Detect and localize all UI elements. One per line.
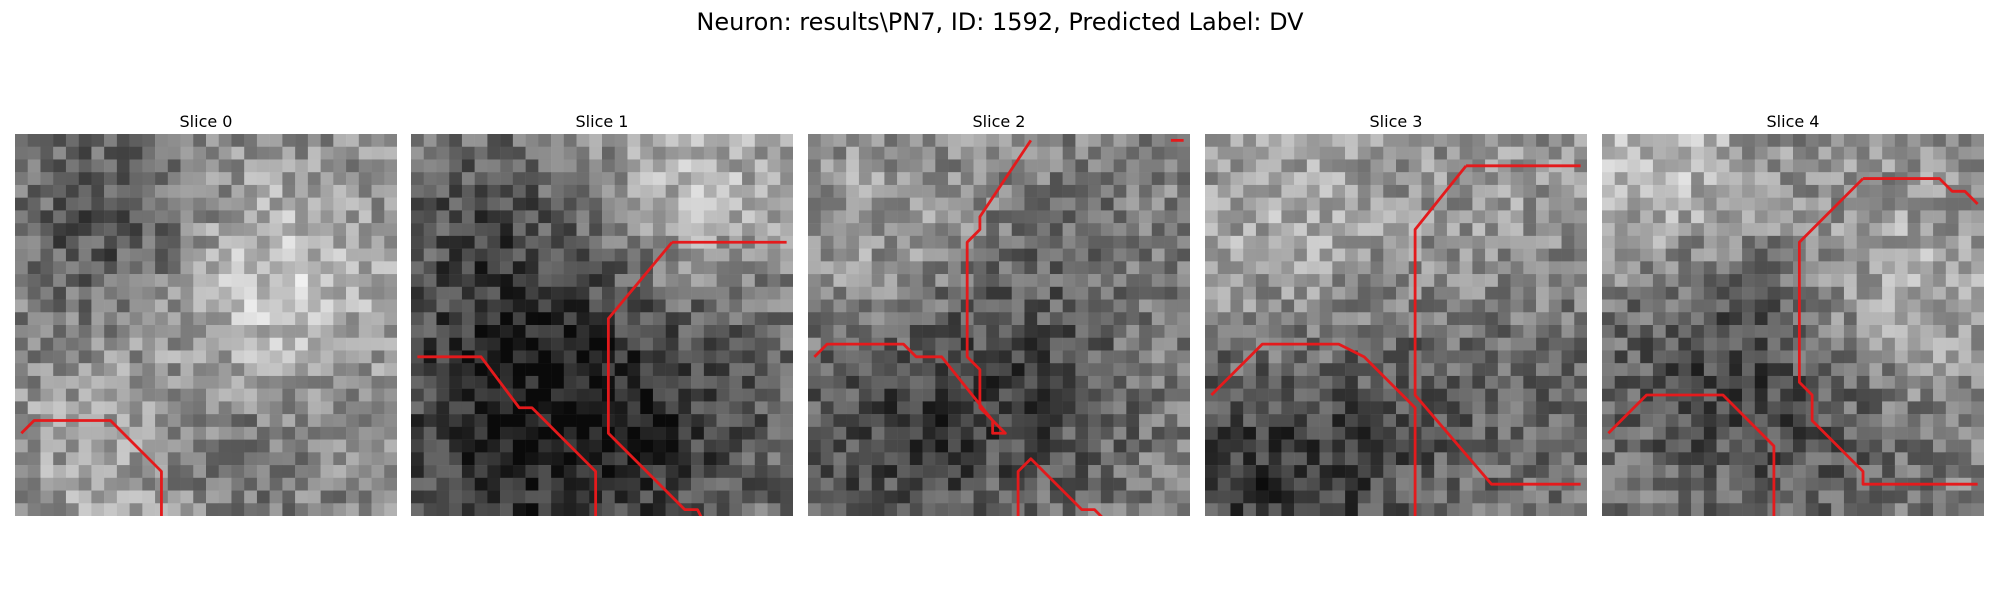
segmentation-contour [1016, 457, 1103, 516]
microscopy-image [15, 134, 397, 516]
segmentation-contour [1210, 342, 1417, 516]
slice-title: Slice 1 [575, 112, 629, 131]
microscopy-image [1205, 134, 1587, 516]
slice-image-4 [1602, 134, 1984, 516]
slice-image-0 [15, 134, 397, 516]
slice-title: Slice 4 [1766, 112, 1820, 131]
segmentation-contour [20, 419, 163, 516]
pixel-grid [15, 134, 397, 516]
slice-panel-2: Slice 2 [808, 110, 1190, 516]
slice-panel-1: Slice 1 [411, 110, 793, 516]
slice-title: Slice 2 [972, 112, 1026, 131]
segmentation-contour [606, 241, 703, 516]
microscopy-image [808, 134, 1190, 516]
segmentation-contour [1413, 164, 1581, 486]
slice-panel-3: Slice 3 [1205, 110, 1587, 516]
slice-image-2 [808, 134, 1190, 516]
segmentation-contour [1607, 393, 1776, 516]
pixel-grid [808, 134, 1190, 516]
figure-title: Neuron: results\PN7, ID: 1592, Predicted… [696, 8, 1304, 36]
pixel-grid [411, 134, 793, 516]
segmentation-contour [813, 139, 1032, 435]
slice-image-3 [1205, 134, 1587, 516]
microscopy-image [1602, 134, 1984, 516]
slice-panel-4: Slice 4 [1602, 110, 1984, 516]
slice-title: Slice 3 [1369, 112, 1423, 131]
segmentation-contour [1797, 177, 1978, 486]
segmentation-contour [417, 355, 598, 516]
pixel-grid [1205, 134, 1587, 516]
segmentation-contour [1863, 177, 1979, 206]
microscopy-image [411, 134, 793, 516]
slice-image-1 [411, 134, 793, 516]
slice-title: Slice 0 [179, 112, 233, 131]
pixel-grid [1602, 134, 1984, 516]
slice-panel-0: Slice 0 [15, 110, 397, 516]
